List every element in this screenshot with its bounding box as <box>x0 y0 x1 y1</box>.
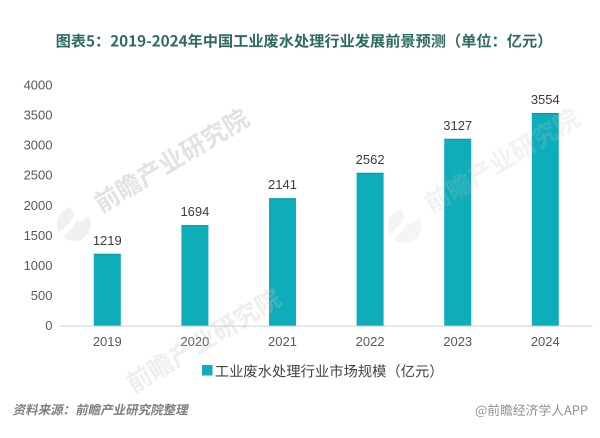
svg-text:2562: 2562 <box>356 152 385 167</box>
svg-text:0: 0 <box>45 318 52 333</box>
svg-text:2023: 2023 <box>443 334 472 349</box>
svg-text:1219: 1219 <box>93 233 122 248</box>
svg-text:2024: 2024 <box>531 334 560 349</box>
svg-text:1000: 1000 <box>24 258 53 273</box>
svg-text:2019: 2019 <box>93 334 122 349</box>
svg-text:2000: 2000 <box>24 198 53 213</box>
svg-text:1500: 1500 <box>24 228 53 243</box>
svg-text:3554: 3554 <box>531 92 560 107</box>
svg-text:4000: 4000 <box>24 77 53 92</box>
svg-text:1694: 1694 <box>180 204 209 219</box>
svg-text:3127: 3127 <box>443 118 472 133</box>
svg-text:2021: 2021 <box>268 334 297 349</box>
svg-text:2500: 2500 <box>24 168 53 183</box>
svg-text:3500: 3500 <box>24 108 53 123</box>
svg-text:3000: 3000 <box>24 138 53 153</box>
svg-text:500: 500 <box>31 288 53 303</box>
svg-text:2022: 2022 <box>356 334 385 349</box>
svg-text:2141: 2141 <box>268 177 297 192</box>
